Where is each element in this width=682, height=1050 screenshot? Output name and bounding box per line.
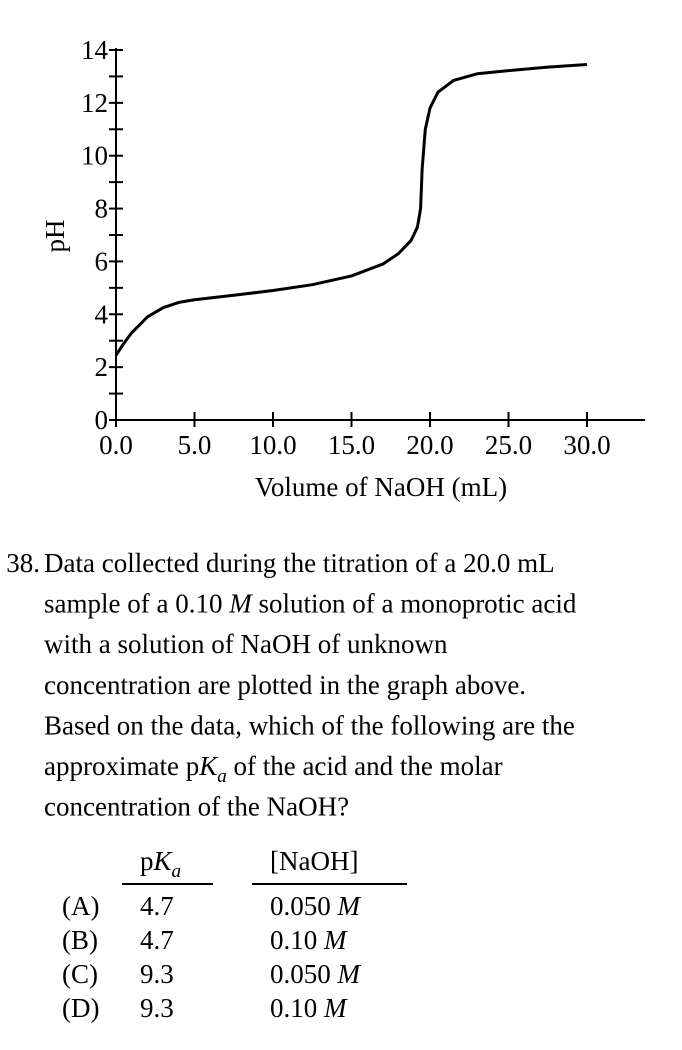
option-naoh: 0.10 M xyxy=(270,925,348,955)
text-run: Data collected during the titration of a… xyxy=(44,548,555,578)
text-run: p xyxy=(140,846,154,876)
x-tick-label: 15.0 xyxy=(328,430,375,460)
italic-run: M xyxy=(228,589,253,619)
question-line: approximate pKa of the acid and the mola… xyxy=(44,751,503,787)
italic-run: M xyxy=(323,993,348,1023)
text-run: sample of a 0.10 xyxy=(44,589,229,619)
y-tick-label: 2 xyxy=(95,352,109,382)
naoh-header: [NaOH] xyxy=(270,846,358,876)
subscript: a xyxy=(217,766,227,787)
option-pka: 4.7 xyxy=(140,891,174,921)
y-tick-label: 12 xyxy=(81,88,108,118)
y-tick-label: 14 xyxy=(81,35,109,65)
option-pka: 4.7 xyxy=(140,925,174,955)
question-line: Based on the data, which of the followin… xyxy=(44,710,575,740)
pka-header: pKa xyxy=(140,846,181,882)
y-tick-label: 10 xyxy=(81,141,108,171)
option-naoh: 0.10 M xyxy=(270,993,348,1023)
y-tick-label: 0 xyxy=(95,405,109,435)
text-run: concentration of the NaOH? xyxy=(44,792,349,822)
question-line: concentration are plotted in the graph a… xyxy=(44,670,526,700)
italic-run: K xyxy=(198,751,219,781)
text-run: 0.050 xyxy=(270,959,331,989)
x-tick-label: 5.0 xyxy=(178,430,212,460)
question-line: with a solution of NaOH of unknown xyxy=(44,629,448,659)
option-naoh: 0.050 M xyxy=(270,891,362,921)
y-axis-title: pH xyxy=(40,220,70,253)
text-run: Based on the data, which of the followin… xyxy=(44,710,575,740)
question-line: sample of a 0.10 M solution of a monopro… xyxy=(44,589,577,619)
x-tick-label: 20.0 xyxy=(406,430,453,460)
question-line: Data collected during the titration of a… xyxy=(44,548,555,578)
y-tick-label: 8 xyxy=(95,194,109,224)
italic-run: M xyxy=(337,891,362,921)
italic-run: K xyxy=(153,846,174,876)
x-axis-title: Volume of NaOH (mL) xyxy=(255,472,507,502)
x-tick-label: 30.0 xyxy=(563,430,610,460)
option-naoh: 0.050 M xyxy=(270,959,362,989)
option-pka: 9.3 xyxy=(140,959,174,989)
text-run: of the acid and the molar xyxy=(227,751,503,781)
y-tick-label: 6 xyxy=(95,246,109,276)
text-run: 0.10 xyxy=(270,925,317,955)
italic-run: M xyxy=(323,925,348,955)
question-number: 38. xyxy=(6,548,40,578)
y-tick-label: 4 xyxy=(95,299,109,329)
x-tick-label: 25.0 xyxy=(485,430,532,460)
curve xyxy=(114,63,588,357)
option-letter[interactable]: (C) xyxy=(62,959,98,989)
option-letter[interactable]: (D) xyxy=(62,993,99,1023)
option-pka: 9.3 xyxy=(140,993,174,1023)
x-tick-label: 10.0 xyxy=(249,430,296,460)
subscript: a xyxy=(172,861,182,882)
option-letter[interactable]: (B) xyxy=(62,925,98,955)
text-run: 0.050 xyxy=(270,891,331,921)
option-letter[interactable]: (A) xyxy=(62,891,99,921)
text-run: 0.10 xyxy=(270,993,317,1023)
x-tick-label: 0.0 xyxy=(99,430,133,460)
text-run: solution of a monoprotic acid xyxy=(252,589,577,619)
text-run: approximate p xyxy=(44,751,199,781)
text-run: concentration are plotted in the graph a… xyxy=(44,670,526,700)
text-run: with a solution of NaOH of unknown xyxy=(44,629,448,659)
question-line: concentration of the NaOH? xyxy=(44,792,349,822)
italic-run: M xyxy=(337,959,362,989)
